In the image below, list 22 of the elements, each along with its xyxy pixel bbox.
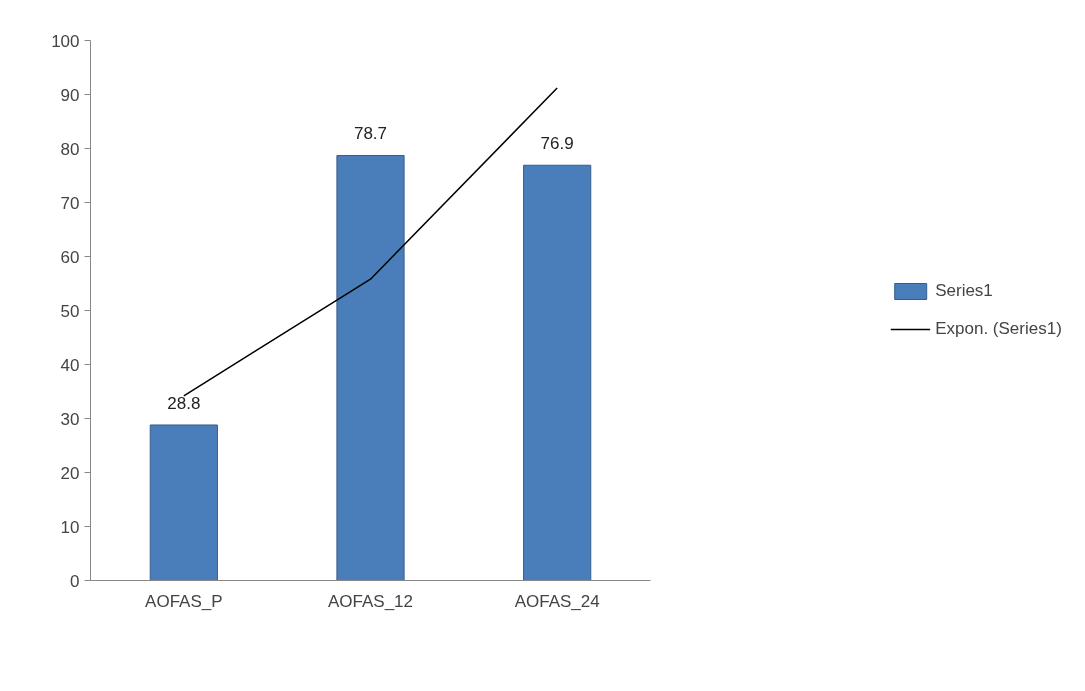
bar (523, 164, 592, 581)
y-tick-label: 30 (60, 409, 80, 429)
y-tick-label: 60 (60, 247, 80, 267)
data-label: 78.7 (353, 124, 388, 144)
y-tick-label: 90 (60, 85, 80, 105)
y-tick-label: 0 (70, 571, 80, 591)
y-tick-label: 80 (60, 139, 80, 159)
legend-label: Expon. (Series1) (935, 319, 1062, 339)
x-tick-label: AOFAS_24 (514, 591, 600, 611)
x-tick-label: AOFAS_12 (327, 591, 414, 611)
y-tick-label: 10 (60, 517, 80, 537)
bar (149, 424, 218, 581)
data-label: 76.9 (540, 134, 574, 154)
y-tick-label: 50 (60, 301, 80, 321)
y-tick-label: 40 (60, 355, 80, 375)
y-tick-label: 20 (60, 463, 80, 483)
legend-label: Series1 (935, 281, 993, 301)
data-label: 28.8 (167, 393, 201, 413)
y-tick-label: 70 (60, 193, 80, 213)
x-tick-label: AOFAS_P (145, 591, 223, 611)
y-tick-label: 100 (51, 31, 80, 51)
bar (336, 155, 405, 581)
